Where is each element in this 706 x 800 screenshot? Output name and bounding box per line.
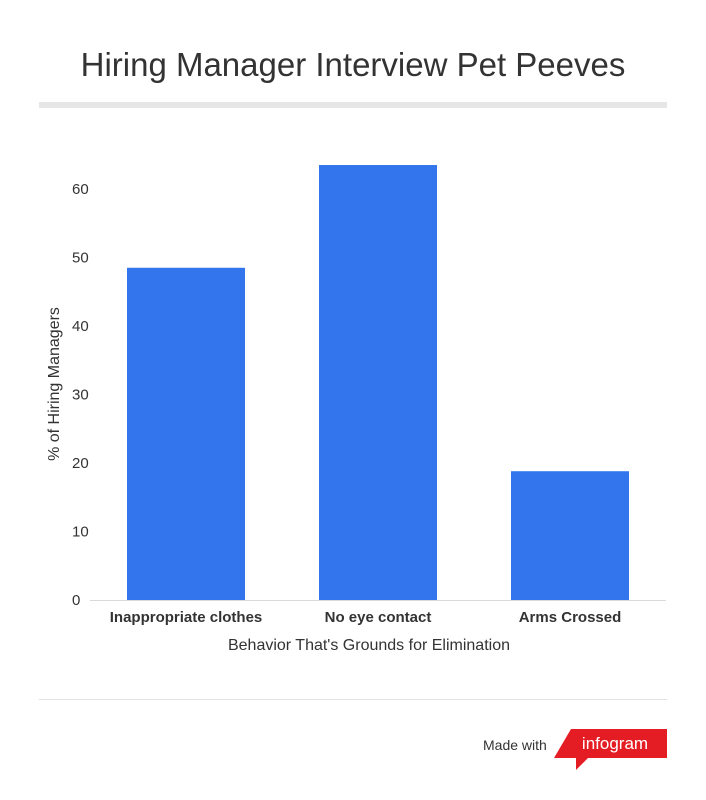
footer-divider: [39, 699, 667, 700]
x-axis-label: Behavior That's Grounds for Elimination: [228, 637, 510, 654]
chart-title: Hiring Manager Interview Pet Peeves: [80, 46, 626, 83]
y-tick-label: 20: [72, 455, 89, 472]
y-tick-label: 40: [72, 318, 89, 335]
logo-badge: [554, 729, 667, 770]
title-divider: [39, 102, 667, 108]
x-tick-label: Arms Crossed: [519, 609, 622, 626]
bar[interactable]: [319, 165, 437, 600]
y-tick-label: 50: [72, 250, 89, 267]
y-axis-label: % of Hiring Managers: [46, 307, 63, 461]
made-with-label: Made with: [483, 737, 547, 753]
logo-text: infogram: [582, 734, 648, 753]
bar[interactable]: [511, 471, 629, 600]
y-tick-label: 30: [72, 387, 89, 404]
y-tick-label: 10: [72, 524, 89, 541]
x-tick-label: Inappropriate clothes: [110, 609, 263, 626]
infogram-logo[interactable]: infogram: [554, 727, 668, 771]
y-tick-label: 0: [72, 592, 80, 609]
y-tick-label: 60: [72, 181, 89, 198]
bar-chart: 0 10 20 30 40 50 60 % of Hiring Managers Inappro…: [46, 165, 666, 654]
x-tick-label: No eye contact: [325, 609, 432, 626]
bar[interactable]: [127, 267, 245, 600]
